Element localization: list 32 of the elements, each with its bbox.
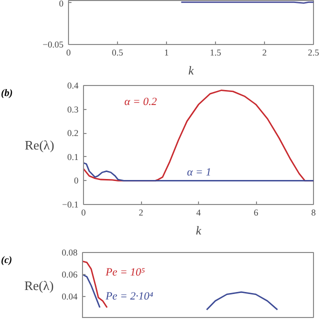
y-tick-label: −0.1 (62, 200, 78, 210)
y-tick-label: 0 (59, 0, 64, 8)
y-tick-label: 0.3 (67, 104, 79, 114)
y-axis-title: Re(λ) (24, 278, 54, 293)
x-tick-label: 0 (81, 208, 86, 218)
x-tick-label: 8 (311, 208, 316, 218)
y-tick-label: 0.08 (62, 248, 78, 258)
x-axis-title: k (196, 224, 202, 238)
y-tick-label: 0.06 (62, 270, 78, 280)
y-tick-label: 0 (74, 176, 79, 186)
y-tick-label: 0.1 (67, 152, 78, 162)
x-tick-label: 4 (196, 208, 202, 218)
x-tick-label: 6 (254, 208, 259, 218)
x-tick-label: 2.5 (308, 48, 320, 58)
x-tick-label: 1.5 (210, 48, 222, 58)
series-label: Pe = 10⁵ (104, 266, 146, 278)
x-tick-label: 2 (262, 48, 267, 58)
x-tick-label: 0.5 (112, 48, 124, 58)
x-tick-label: 1 (164, 48, 169, 58)
series-label: Pe = 2·10⁴ (104, 290, 154, 302)
y-axis-title: Re(λ) (24, 138, 54, 152)
y-tick-label: 0.4 (67, 80, 79, 90)
text: (c) (1, 254, 12, 268)
line-series (84, 162, 314, 182)
text: (b) (1, 87, 13, 101)
x-axis-title: k (188, 64, 194, 78)
y-tick-label: 0.04 (62, 292, 78, 302)
y-tick-label: −0.05 (42, 40, 64, 50)
text: α = 0.2 (124, 96, 158, 108)
y-tick-label: 0.2 (67, 128, 78, 138)
x-tick-label: 2 (138, 208, 144, 218)
series-label: α = 1 (187, 166, 212, 178)
